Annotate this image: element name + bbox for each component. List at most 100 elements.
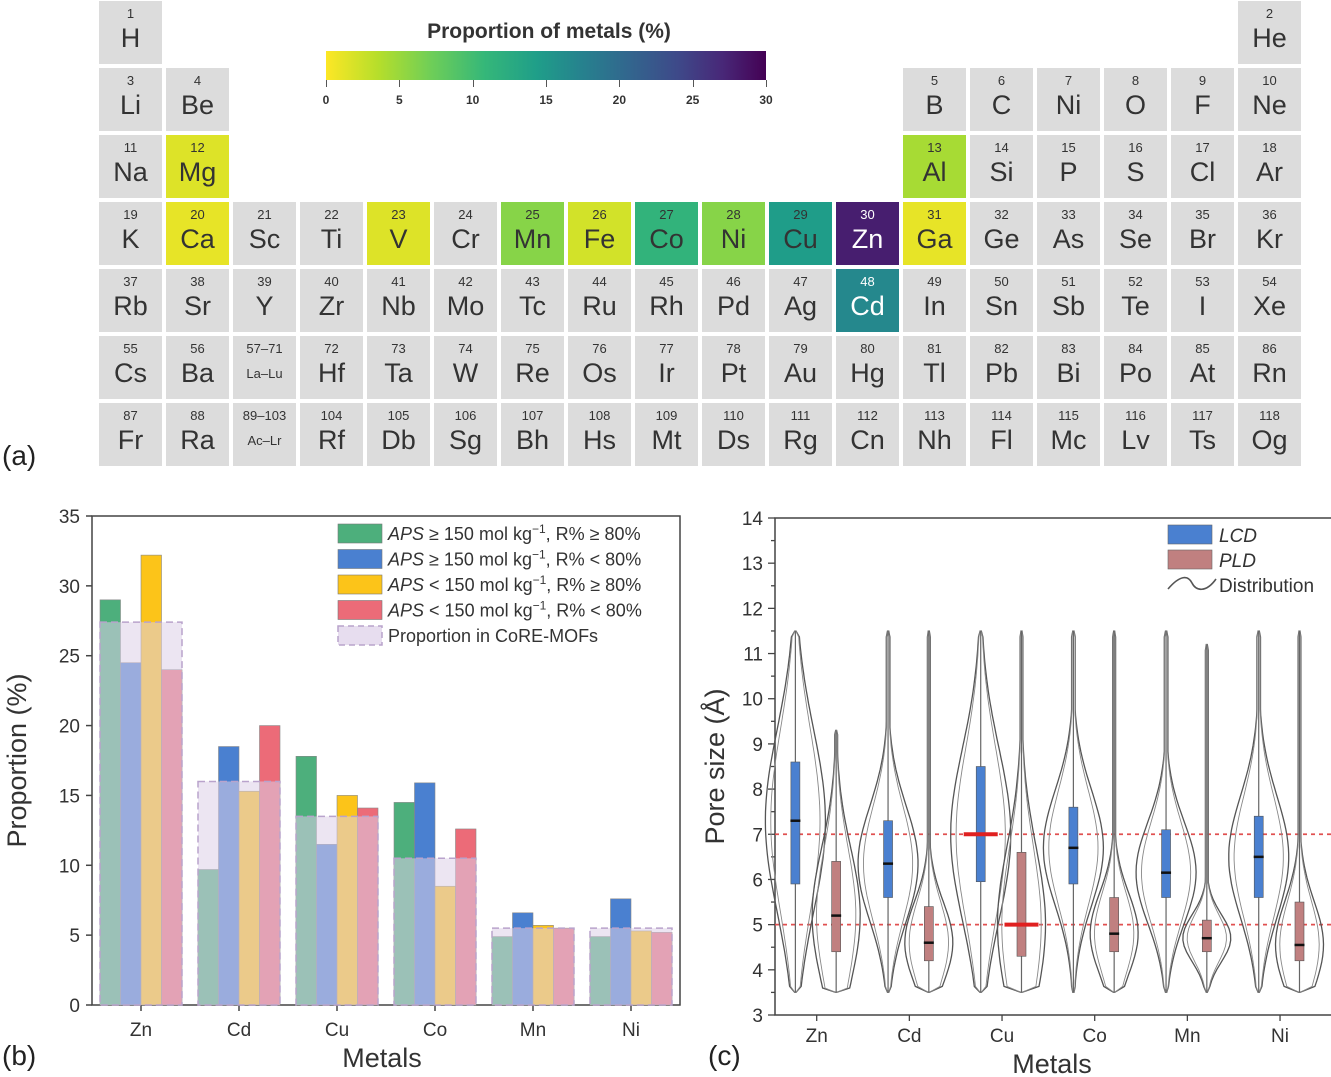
legend-swatch [337, 600, 383, 620]
atomic-number: 51 [1061, 274, 1076, 289]
legend-entry: APS ≥ 150 mol kg−1, R% < 80% [387, 548, 641, 570]
element-symbol: Nb [381, 291, 416, 321]
legend-entry: Proportion in CoRE-MOFs [388, 626, 598, 646]
element-symbol: Kr [1256, 224, 1283, 254]
element-symbol: Ac–Lr [247, 433, 282, 448]
atomic-number: 117 [1192, 408, 1213, 423]
atomic-number: 6 [997, 73, 1006, 88]
element-symbol: Sb [1051, 291, 1086, 321]
element-symbol: Rn [1252, 358, 1287, 388]
element-symbol: Hs [583, 425, 616, 455]
element-cell-sg: 106 Sg [434, 403, 497, 466]
atomic-number: 37 [123, 274, 138, 289]
element-cell-la-lu: 57–71 La–Lu [233, 336, 296, 399]
element-symbol: Ds [717, 425, 750, 455]
legend-swatch [1167, 576, 1217, 591]
y-tick-label: 6 [752, 870, 763, 891]
atomic-number: 72 [324, 341, 339, 356]
colorbar-tick-mark [472, 80, 474, 87]
element-symbol: B [925, 90, 944, 120]
legend-swatch [1167, 524, 1213, 545]
atomic-number: 21 [257, 207, 272, 222]
element-symbol: He [1252, 23, 1287, 53]
colorbar-tick-mark [546, 80, 547, 87]
atomic-number: 56 [190, 341, 205, 356]
element-symbol: Tl [923, 358, 946, 388]
atomic-number: 105 [387, 408, 410, 423]
element-symbol: At [1189, 358, 1216, 388]
atomic-number: 85 [1195, 341, 1210, 356]
y-axis-label: Proportion (%) [2, 673, 32, 847]
element-cell-mt: 109 Mt [635, 403, 698, 466]
element-cell-lv: 116 Lv [1104, 403, 1167, 466]
atomic-number: 42 [458, 274, 473, 289]
legend-swatch [1167, 549, 1213, 570]
element-cell-fe: 26 Fe [568, 202, 631, 265]
legend-entry: LCD [1219, 526, 1257, 547]
element-cell-bh: 107 Bh [501, 403, 564, 466]
element-symbol: Te [1121, 291, 1150, 321]
element-cell-tc: 43 Tc [501, 269, 564, 332]
atomic-number: 11 [123, 140, 138, 155]
element-symbol: Sc [248, 224, 281, 254]
legend-entry: APS ≥ 150 mol kg−1, R% ≥ 80% [387, 522, 641, 544]
element-symbol: Ag [783, 291, 818, 321]
legend-swatch [337, 549, 383, 569]
element-symbol: Mo [446, 291, 485, 321]
atomic-number: 8 [1131, 73, 1140, 88]
element-cell-re: 75 Re [501, 336, 564, 399]
element-cell-y: 39 Y [233, 269, 296, 332]
atomic-number: 19 [123, 207, 138, 222]
element-cell-rh: 45 Rh [635, 269, 698, 332]
element-symbol: In [923, 291, 946, 321]
y-tick-label: 3 [752, 1006, 763, 1027]
element-symbol: Co [649, 224, 684, 254]
y-tick-label: 12 [742, 599, 763, 620]
atomic-number: 107 [521, 408, 544, 423]
element-cell-xe: 54 Xe [1238, 269, 1301, 332]
atomic-number: 89–103 [242, 408, 287, 423]
atomic-number: 49 [927, 274, 942, 289]
element-cell-mn: 25 Mn [501, 202, 564, 265]
atomic-number: 53 [1195, 274, 1210, 289]
element-symbol: Rg [783, 425, 818, 455]
element-symbol: Fr [117, 425, 144, 455]
y-tick-label: 5 [69, 926, 80, 947]
atomic-number: 106 [454, 408, 477, 423]
reference-bar [589, 927, 673, 1006]
legend-entry: Distribution [1219, 576, 1314, 597]
element-cell-og: 118 Og [1238, 403, 1301, 466]
element-cell-cn: 112 Cn [836, 403, 899, 466]
x-tick-label: Co [1083, 1026, 1107, 1047]
element-symbol: Rb [113, 291, 148, 321]
atomic-number: 5 [930, 73, 939, 88]
element-symbol: Sn [984, 291, 1019, 321]
atomic-number: 43 [525, 274, 540, 289]
element-symbol: Ar [1256, 157, 1283, 187]
element-symbol: Sr [184, 291, 211, 321]
y-tick-label: 15 [59, 786, 80, 807]
element-cell-ne: 10 Ne [1238, 68, 1301, 131]
element-symbol: Cd [850, 291, 885, 321]
element-cell-li: 3 Li [99, 68, 162, 131]
element-cell-mc: 115 Mc [1037, 403, 1100, 466]
element-symbol: Ba [180, 358, 215, 388]
x-tick-label: Co [423, 1020, 447, 1041]
element-cell-tl: 81 Tl [903, 336, 966, 399]
element-symbol: Cr [451, 224, 480, 254]
element-symbol: Ni [1055, 90, 1082, 120]
y-tick-label: 0 [69, 996, 80, 1017]
x-tick-label: Cd [897, 1026, 921, 1047]
atomic-number: 23 [391, 207, 406, 222]
atomic-number: 1 [126, 6, 135, 21]
atomic-number: 16 [1128, 140, 1143, 155]
element-symbol: V [389, 224, 408, 254]
element-cell-i: 53 I [1171, 269, 1234, 332]
x-tick-label: Mn [1174, 1026, 1200, 1047]
element-symbol: Og [1251, 425, 1288, 455]
colorbar [326, 51, 766, 80]
y-tick-label: 20 [59, 717, 80, 738]
